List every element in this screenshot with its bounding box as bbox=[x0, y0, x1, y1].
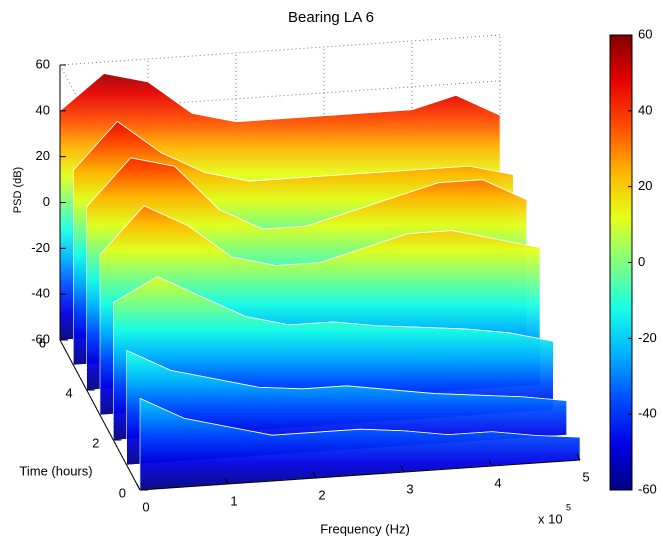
x-tick bbox=[224, 477, 229, 485]
axis-line bbox=[139, 459, 581, 491]
x-tick-label: 5 bbox=[582, 469, 589, 484]
colorbar-tick-label: 0 bbox=[638, 254, 645, 269]
x-axis-label: Frequency (Hz) bbox=[320, 521, 410, 536]
x-tick bbox=[576, 453, 581, 461]
colorbar-tick-label: -40 bbox=[638, 406, 657, 421]
colorbar-tick-label: -60 bbox=[638, 481, 657, 496]
slice-line bbox=[59, 73, 501, 123]
z-tick-label: 40 bbox=[36, 102, 50, 117]
slice-line bbox=[139, 397, 581, 438]
grid-line bbox=[59, 80, 501, 112]
x-tick bbox=[488, 459, 493, 467]
y-axis-label: Time (hours) bbox=[19, 463, 92, 478]
x-tick-label: 2 bbox=[318, 487, 325, 502]
x-tick bbox=[400, 465, 405, 473]
slice-line bbox=[113, 276, 554, 342]
z-tick-label: -20 bbox=[31, 240, 50, 255]
z-tick-label: 0 bbox=[43, 194, 50, 209]
z-axis-label: PSD (dB) bbox=[12, 167, 24, 213]
x-multiplier-exponent: 5 bbox=[566, 502, 571, 512]
y-tick-label: 0 bbox=[119, 485, 126, 500]
y-tick-label: 4 bbox=[65, 385, 72, 400]
axis-line bbox=[59, 339, 141, 491]
slice-line bbox=[86, 157, 527, 230]
x-tick bbox=[312, 471, 317, 479]
colorbar-tick-label: 60 bbox=[638, 26, 652, 41]
slice-line bbox=[126, 350, 567, 402]
grid-line bbox=[59, 34, 501, 66]
z-tick-label: -40 bbox=[31, 286, 50, 301]
y-tick-label: 6 bbox=[39, 335, 46, 350]
slice-line bbox=[99, 205, 541, 266]
chart-title: Bearing LA 6 bbox=[288, 9, 374, 26]
slice-line bbox=[73, 120, 514, 182]
z-tick-label: 60 bbox=[36, 56, 50, 71]
colorbar-tick-label: 20 bbox=[638, 178, 652, 193]
x-multiplier: x 10 bbox=[538, 511, 563, 526]
x-tick-label: 0 bbox=[142, 499, 149, 514]
z-tick-label: 20 bbox=[36, 148, 50, 163]
x-tick-label: 3 bbox=[406, 481, 413, 496]
z-tick-label: -60 bbox=[31, 331, 50, 346]
x-tick-label: 4 bbox=[494, 475, 501, 490]
colorbar-tick-label: -20 bbox=[638, 330, 657, 345]
x-tick bbox=[136, 483, 141, 491]
y-tick-label: 2 bbox=[92, 435, 99, 450]
x-tick-label: 1 bbox=[230, 493, 237, 508]
colorbar-tick-label: 40 bbox=[638, 102, 652, 117]
